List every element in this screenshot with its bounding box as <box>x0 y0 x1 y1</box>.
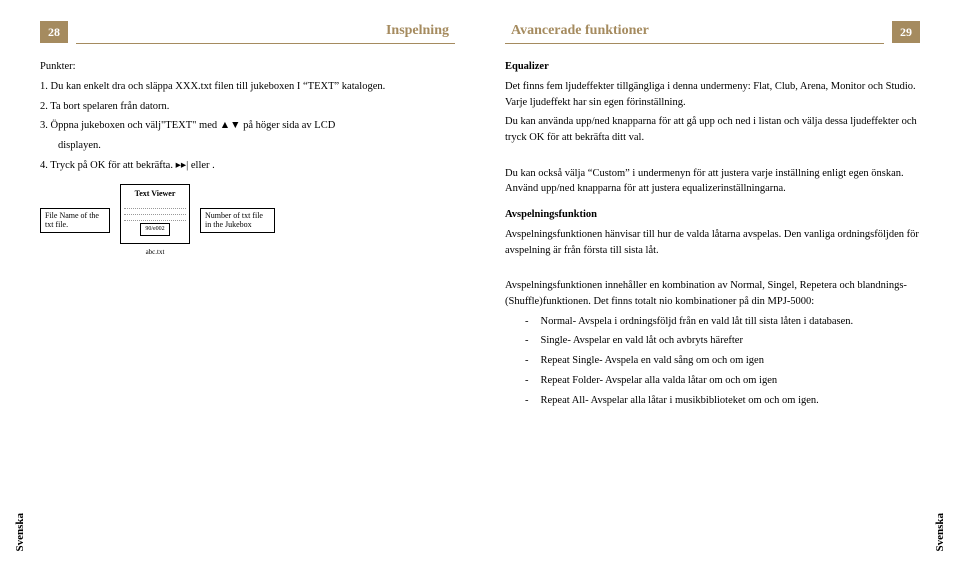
right-column: Avancerade funktioner 29 Equalizer Det f… <box>505 20 920 412</box>
list-item: 2. Ta bort spelaren från datorn. <box>40 99 455 115</box>
right-header: Avancerade funktioner 29 <box>505 20 920 44</box>
mode-text: Single- Avspelar en vald låt och avbryts… <box>541 333 743 349</box>
callout-count: Number of txt file in the Jukebox <box>200 208 275 233</box>
playback-heading: Avspelningsfunktion <box>505 207 920 223</box>
left-header: 28 Inspelning <box>40 20 455 44</box>
left-content: Punkter: 1. Du kan enkelt dra och släppa… <box>40 59 455 257</box>
screen-counter: 90/e002 <box>140 223 170 236</box>
dash-icon: - <box>525 393 529 409</box>
equalizer-p: Du kan använda upp/ned knapparna för att… <box>505 114 920 146</box>
mode-text: Repeat Single- Avspela en vald sång om o… <box>541 353 764 369</box>
list-item-cont: displayen. <box>40 138 455 154</box>
page-spread: 28 Inspelning Punkter: 1. Du kan enkelt … <box>0 0 960 432</box>
page-number-left: 28 <box>40 21 68 43</box>
dash-icon: - <box>525 314 529 330</box>
list-item: 3. Öppna jukeboxen och välj"TEXT" med ▲▼… <box>40 118 455 134</box>
equalizer-p: Du kan också välja “Custom” i undermenyn… <box>505 166 920 198</box>
callout-filename: File Name of the txt file. <box>40 208 110 233</box>
mode-text: Normal- Avspela i ordningsföljd från en … <box>541 314 854 330</box>
mode-item: -Normal- Avspela i ordningsföljd från en… <box>505 314 920 330</box>
list-item: 1. Du kan enkelt dra och släppa XXX.txt … <box>40 79 455 95</box>
text-viewer-diagram: File Name of the txt file. Text Viewer 9… <box>40 184 455 258</box>
dash-icon: - <box>525 333 529 349</box>
screen-mockup: Text Viewer 90/e002 <box>120 184 190 244</box>
right-content: Equalizer Det finns fem ljudeffekter til… <box>505 59 920 408</box>
playback-p: Avspelningsfunktionen innehåller en komb… <box>505 278 920 310</box>
dash-icon: - <box>525 353 529 369</box>
equalizer-p: Det finns fem ljudeffekter tillgängliga … <box>505 79 920 111</box>
dash-icon: - <box>525 373 529 389</box>
equalizer-heading: Equalizer <box>505 59 920 75</box>
section-title-right: Avancerade funktioner <box>505 20 884 44</box>
mode-text: Repeat Folder- Avspelar alla valda låtar… <box>541 373 778 389</box>
mode-item: -Repeat Single- Avspela en vald sång om … <box>505 353 920 369</box>
left-column: 28 Inspelning Punkter: 1. Du kan enkelt … <box>40 20 455 412</box>
side-label-right: Svenska <box>932 513 949 552</box>
playback-p: Avspelningsfunktionen hänvisar till hur … <box>505 227 920 259</box>
page-number-right: 29 <box>892 21 920 43</box>
punkter-heading: Punkter: <box>40 59 455 75</box>
mode-item: -Single- Avspelar en vald låt och avbryt… <box>505 333 920 349</box>
section-title-left: Inspelning <box>76 20 455 44</box>
mode-text: Repeat All- Avspelar alla låtar i musikb… <box>541 393 819 409</box>
screen-filename-label: abc.txt <box>146 247 165 258</box>
screen-title: Text Viewer <box>124 188 186 200</box>
mode-item: -Repeat All- Avspelar alla låtar i musik… <box>505 393 920 409</box>
mode-item: -Repeat Folder- Avspelar alla valda låta… <box>505 373 920 389</box>
list-item: 4. Tryck på OK för att bekräfta. ▸▸| ell… <box>40 158 455 174</box>
side-label-left: Svenska <box>12 513 29 552</box>
